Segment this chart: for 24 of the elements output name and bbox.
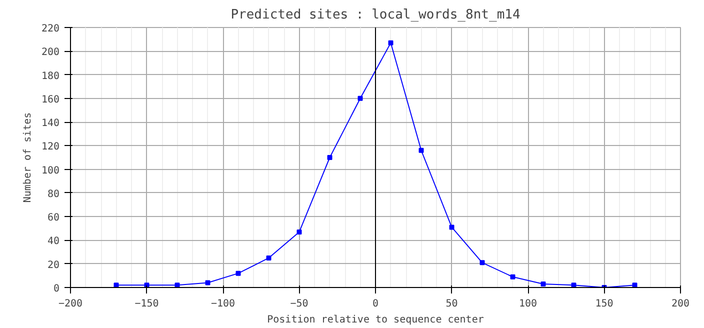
x-tick-label: −100 [210,298,236,310]
y-tick-label: 100 [41,165,60,176]
x-tick-label: −200 [58,298,83,310]
x-tick-label: −150 [134,298,159,310]
x-tick-label: 200 [671,298,690,310]
y-tick-label: 0 [53,284,60,294]
chart-title: Predicted sites : local_words_8nt_m14 [230,8,520,22]
y-tick-label: 120 [41,142,60,153]
y-tick-label: 140 [41,118,60,130]
y-tick-label: 160 [41,94,60,106]
x-tick-label: 100 [518,298,538,310]
x-tick-label: 50 [446,298,458,310]
y-tick-label: 40 [47,236,60,248]
y-tick-label: 20 [47,260,60,271]
y-tick-label: 60 [47,212,60,224]
y-tick-label: 180 [41,70,60,82]
x-axis-title: Position relative to sequence center [267,314,484,326]
y-tick-label: 80 [47,188,60,200]
x-tick-label: −50 [290,298,308,310]
x-tick-label: 150 [595,298,614,310]
y-axis-title: Number of sites [22,112,34,203]
y-tick-label: 200 [41,47,60,58]
y-tick-label: 220 [41,24,60,34]
x-tick-label: 0 [372,298,379,310]
